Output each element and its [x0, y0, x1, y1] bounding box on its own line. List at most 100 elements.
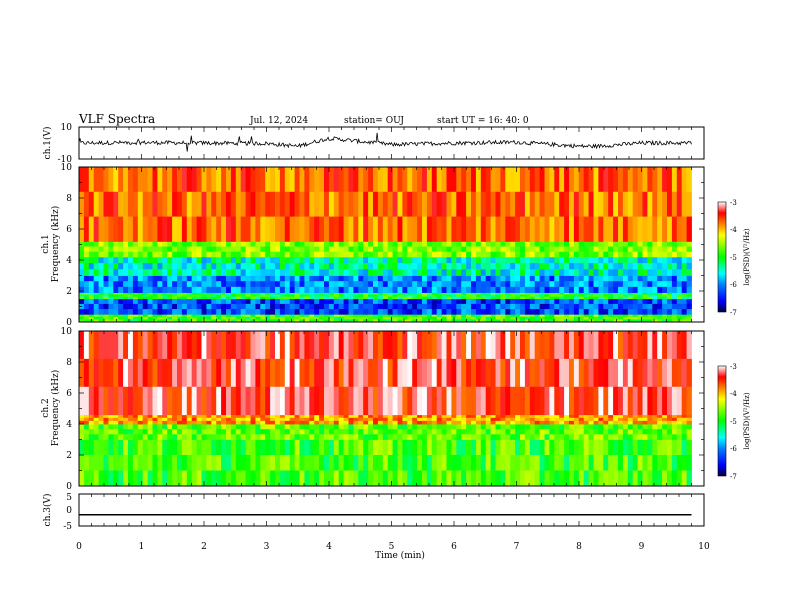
spectrogram-cell	[529, 417, 536, 422]
spectrogram-cell	[191, 296, 197, 300]
spectrogram-cell	[520, 429, 526, 435]
spectrogram-cell	[456, 420, 462, 425]
spectrogram-cell	[667, 303, 673, 310]
spectrogram-cell	[324, 434, 330, 440]
spectrogram-cell	[152, 331, 158, 360]
spectrogram-cell	[181, 269, 188, 276]
spectrogram-cell	[88, 281, 95, 288]
spectrogram-cell	[88, 314, 95, 318]
spectrogram-cell	[172, 331, 178, 360]
spectrogram-cell	[681, 314, 687, 318]
spectrogram-cell	[221, 296, 227, 300]
spectrogram-cell	[123, 246, 129, 253]
xtick-7: 7	[514, 542, 520, 552]
spectrogram-cell	[128, 216, 134, 242]
spectrogram-cell	[515, 434, 521, 440]
spectrogram-cell	[79, 316, 85, 320]
spectrogram-cell	[637, 275, 643, 282]
spectrogram-cell	[564, 167, 570, 193]
spectrogram-cell	[495, 303, 501, 310]
spectrogram-cell	[549, 275, 555, 282]
spectrogram-cell	[275, 386, 281, 416]
spectrogram-cell	[221, 241, 227, 247]
spectrogram-cell	[103, 269, 109, 276]
spectrogram-cell	[328, 319, 335, 323]
spectrogram-cell	[461, 294, 467, 298]
spectrogram-cell	[245, 241, 251, 247]
spectrogram-cell	[618, 246, 624, 253]
spectrogram-cell	[441, 434, 447, 440]
spectrogram-cell	[162, 434, 168, 440]
spectrogram-cell	[520, 298, 526, 305]
spectrogram-cell	[216, 275, 222, 282]
spectrogram-cell	[549, 429, 555, 435]
spectrogram-cell	[446, 275, 452, 282]
spectrogram-cell	[181, 263, 188, 270]
spectrogram-cell	[128, 292, 134, 296]
spectrogram-cell	[353, 439, 359, 456]
spectrogram-cell	[226, 286, 232, 293]
spectrogram-cell	[559, 292, 565, 296]
spectrogram-cell	[480, 386, 487, 416]
spectrogram-cell	[510, 319, 516, 323]
spectrogram-cell	[98, 294, 104, 298]
spectrogram-cell	[373, 216, 379, 242]
spectrogram-cell	[495, 292, 501, 296]
spectrogram-cell	[353, 420, 359, 425]
spectrogram-cell	[338, 309, 344, 315]
spectrogram-cell	[358, 303, 364, 310]
spectrogram-cell	[142, 358, 148, 388]
spectrogram-cell	[132, 275, 139, 282]
spectrogram-cell	[132, 314, 139, 318]
spectrogram-cell	[167, 386, 173, 416]
spectrogram-cell	[118, 319, 124, 323]
ch1-waveform-ylabel: ch.1(V)	[42, 127, 53, 160]
spectrogram-cell	[524, 455, 531, 471]
spectrogram-cell	[83, 292, 90, 296]
spectrogram-cell	[603, 303, 609, 310]
spectrogram-cell	[128, 314, 134, 318]
spectrogram-cell	[588, 216, 594, 242]
spectrogram-cell	[309, 251, 315, 258]
spectrogram-cell	[235, 296, 242, 300]
spectrogram-cell	[490, 296, 496, 300]
spectrogram-cell	[569, 281, 575, 288]
spectrogram-cell	[137, 216, 144, 242]
spectrogram-cell	[186, 455, 193, 471]
spectrogram-cell	[662, 455, 668, 471]
spectrogram-cell	[637, 294, 643, 298]
spectrogram-cell	[539, 439, 545, 456]
spectrogram-cell	[240, 263, 246, 270]
spectrogram-cell	[309, 281, 315, 288]
spectrogram-cell	[206, 309, 212, 315]
spectrogram-cell	[196, 331, 202, 360]
spectrogram-cell	[88, 191, 95, 217]
spectrogram-cell	[368, 319, 374, 323]
spectrogram-cell	[250, 316, 256, 320]
spectrogram-cell	[529, 167, 536, 193]
spectrogram-cell	[500, 439, 506, 456]
spectrogram-cell	[686, 281, 692, 288]
spectrogram-cell	[314, 303, 320, 310]
spectrogram-cell	[471, 414, 477, 419]
spectrogram-cell	[343, 358, 349, 388]
spectrogram-cell	[422, 414, 428, 419]
spectrogram-cell	[177, 251, 183, 258]
ch1-spectrogram-ytick-10: 10	[61, 163, 73, 173]
spectrogram-cell	[132, 470, 139, 487]
spectrogram-cell	[495, 455, 501, 471]
spectrogram-cell	[461, 434, 467, 440]
spectrogram-cell	[181, 246, 188, 253]
spectrogram-cell	[622, 303, 629, 310]
spectrogram-cell	[309, 316, 315, 320]
spectrogram-cell	[524, 434, 531, 440]
spectrogram-cell	[520, 309, 526, 315]
spectrogram-cell	[451, 251, 457, 258]
spectrogram-cell	[642, 434, 648, 440]
ch2-colorbar-tick-m5: -5	[730, 418, 737, 426]
spectrogram-cell	[265, 429, 271, 435]
spectrogram-cell	[103, 417, 109, 422]
spectrogram-cell	[275, 314, 281, 318]
spectrogram-cell	[142, 331, 148, 360]
spectrogram-cell	[137, 167, 144, 193]
